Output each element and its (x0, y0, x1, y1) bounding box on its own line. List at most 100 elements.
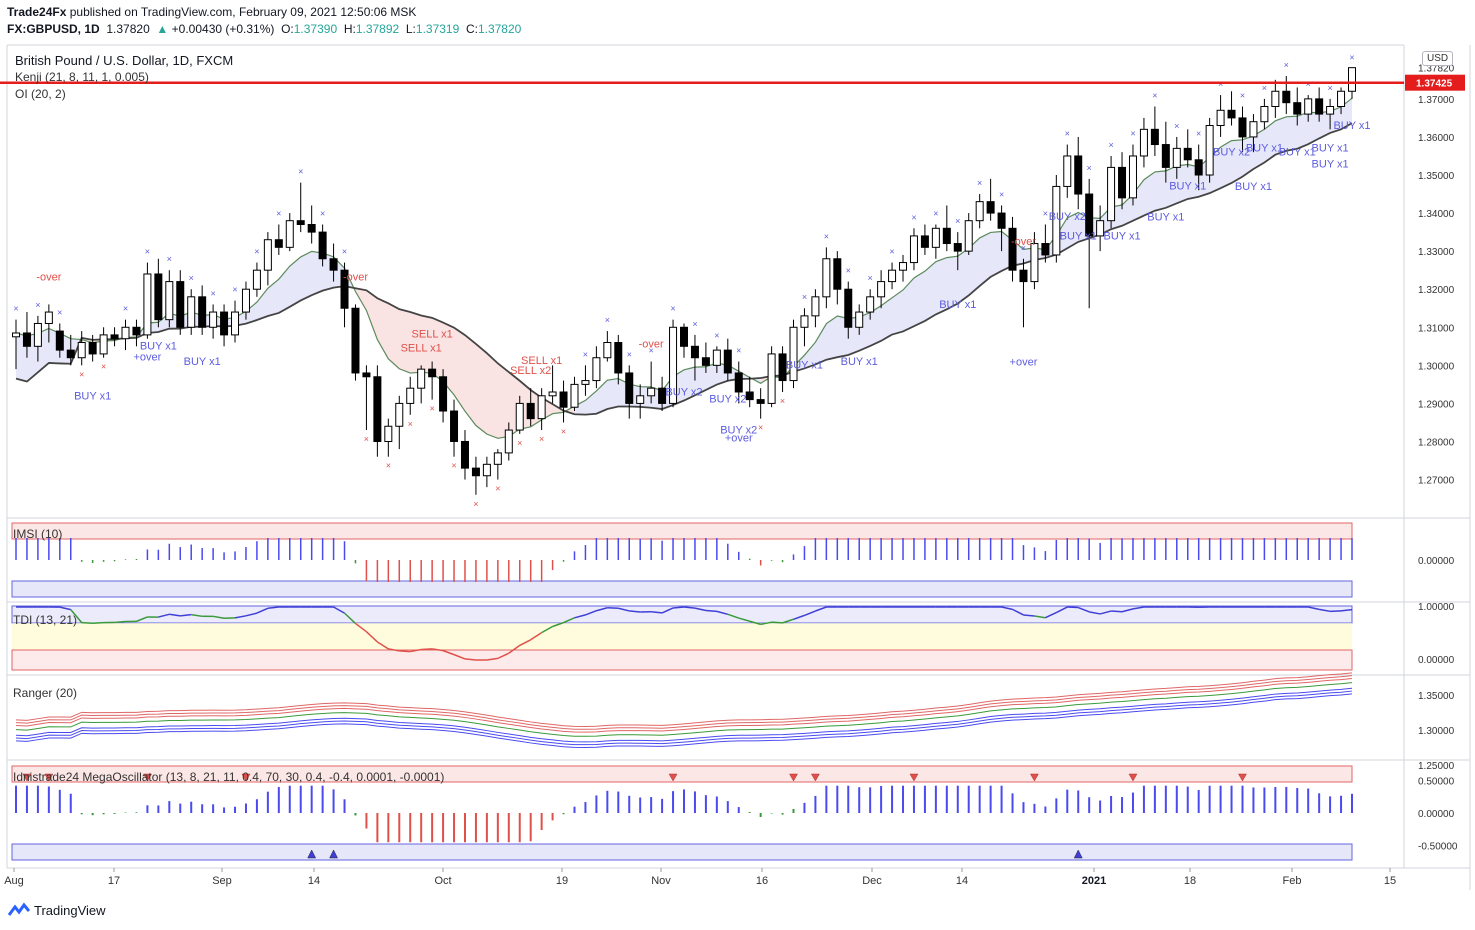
candle-body (482, 463, 491, 477)
signal-marker: × (1152, 90, 1157, 100)
candle (231, 300, 240, 343)
candle-body (986, 201, 995, 214)
candle (636, 384, 645, 419)
signal-marker: × (386, 461, 391, 471)
tdi-line-segment (585, 610, 597, 616)
tdi-line-segment (256, 607, 269, 614)
ranger-line (15, 672, 1353, 727)
candle (1063, 144, 1072, 198)
signal-label: BUY x1 (1235, 181, 1272, 193)
axes: 1.37000 1.36000 1.35000 1.34000 1.33000 1.320… (4, 64, 1465, 887)
currency-badge[interactable]: USD (1422, 51, 1454, 66)
candle-body (471, 467, 480, 477)
candle (1216, 95, 1225, 137)
signal-marker: × (999, 189, 1004, 199)
candle-body (22, 332, 31, 347)
candle-body (559, 391, 568, 408)
candle (44, 304, 53, 343)
mega-sell-triangle (241, 773, 251, 782)
candle-body (1315, 98, 1324, 115)
candle (1249, 114, 1258, 153)
candle (88, 334, 97, 362)
signal-label: BUY x1 (74, 391, 111, 403)
candle (833, 251, 842, 305)
ma-band-fill (267, 279, 279, 317)
tdi-line-segment (191, 613, 203, 618)
signal-marker: × (1108, 140, 1113, 150)
time-tick: 15 (1384, 875, 1396, 887)
tdi-line-segment (70, 609, 83, 624)
tradingview-brand[interactable]: TradingView (34, 902, 106, 918)
price-tick: 1.29000 (1418, 399, 1455, 410)
candle (285, 213, 294, 252)
ma-band-fill (410, 312, 422, 374)
tradingview-logo-icon (8, 902, 30, 916)
candle-body (187, 296, 196, 328)
candle (417, 365, 426, 404)
tdi-axis-tick: 1.00000 (1418, 602, 1455, 613)
candle (548, 365, 557, 404)
candle-body (307, 223, 316, 233)
signal-label: BUY x1 (1312, 142, 1349, 154)
tdi-line-segment (760, 621, 772, 626)
ma-band-fill (1308, 112, 1320, 145)
time-tick: Nov (651, 875, 671, 887)
ma-band-fill (1253, 129, 1265, 170)
candle (33, 315, 42, 362)
imsi-pane (11, 522, 1353, 598)
candle-body (1085, 193, 1094, 237)
tdi-line-segment (388, 648, 400, 652)
tdi-line-segment (421, 648, 433, 651)
tdi-line-segment (1023, 614, 1035, 617)
signal-marker: × (342, 247, 347, 257)
tdi-line-segment (672, 606, 685, 609)
candle-body (920, 235, 929, 248)
tdi-line-segment (519, 639, 532, 647)
ma-band-fill (1319, 111, 1331, 139)
signal-marker: × (13, 304, 18, 314)
signal-label: BUY x1 (939, 299, 976, 311)
candle (603, 331, 612, 362)
signal-marker: × (1043, 208, 1048, 218)
candle-body (132, 326, 141, 336)
candle-body (1052, 185, 1061, 256)
ma-band-fill (607, 378, 619, 410)
candle (570, 376, 579, 412)
signal-label: BUY x1 (1169, 180, 1206, 192)
time-tick: Aug (4, 875, 24, 887)
ma-band-fill (1154, 170, 1166, 211)
candle (296, 182, 305, 233)
current-price-tick: 1.37820 (1418, 64, 1455, 75)
tdi-line-segment (333, 606, 345, 614)
signal-label: -over (343, 271, 368, 283)
candle-body (603, 342, 612, 359)
signal-marker: × (210, 288, 215, 298)
tdi-line-segment (563, 617, 575, 624)
candle (789, 319, 798, 389)
candle-body (373, 376, 382, 442)
candle-body (1205, 125, 1214, 176)
mega-sell-triangle (142, 773, 152, 782)
candle-body (231, 311, 240, 336)
candle (1041, 224, 1050, 263)
candle-body (143, 273, 152, 336)
mega-buy-triangle (1073, 849, 1083, 859)
last-price: 1.37820 (106, 22, 150, 36)
publisher-name[interactable]: Trade24Fx (7, 5, 67, 19)
oi-legend: OI (20, 2) (15, 87, 66, 101)
candle-body (647, 387, 656, 397)
ma-band-fill (870, 305, 882, 346)
mega-sell-triangle (1029, 773, 1039, 782)
candle-body (614, 342, 623, 374)
candle (1019, 258, 1028, 328)
candle (1107, 155, 1116, 229)
mega-oscillator-pane (11, 765, 1353, 861)
candle (450, 399, 459, 457)
candle (756, 388, 765, 419)
mega-sell-triangle (668, 773, 678, 782)
candle (581, 365, 590, 396)
candle-body (811, 296, 820, 317)
ma-band-fill (913, 271, 925, 327)
ma-band-fill (694, 366, 706, 396)
